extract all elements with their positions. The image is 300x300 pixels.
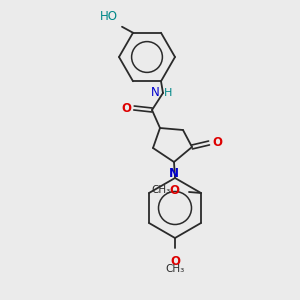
Text: O: O [169,184,179,196]
Text: O: O [170,255,180,268]
Text: N: N [151,86,160,100]
Text: CH₃: CH₃ [165,264,184,274]
Text: N: N [169,167,179,180]
Text: O: O [212,136,222,149]
Text: CH₃: CH₃ [152,185,171,195]
Text: HO: HO [100,10,118,23]
Text: O: O [121,101,131,115]
Text: H: H [164,88,172,98]
